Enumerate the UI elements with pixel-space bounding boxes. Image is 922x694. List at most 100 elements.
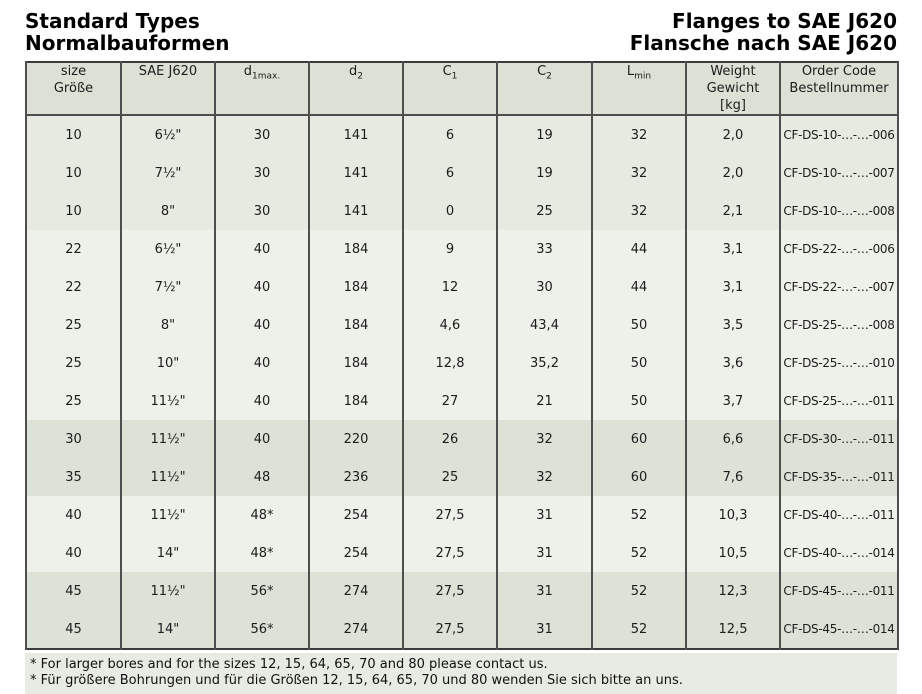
table-row: 45 11½" 56* 274 27,5 31 52 12,3 CF-DS-45-…-…-011 — [25, 572, 899, 610]
cell-c2: 31 — [496, 610, 593, 649]
doc-subject-de: Flansche nach SAE J620 — [629, 31, 897, 55]
cell-d1max: 40 — [214, 344, 310, 382]
cell-order: CF-DS-10-…-…-008 — [779, 192, 899, 230]
col-header-lmin: Lmin — [591, 62, 687, 116]
cell-lmin: 52 — [591, 496, 687, 534]
cell-weight: 2,0 — [685, 154, 781, 192]
table-row: 30 11½" 40 220 26 32 60 6,6 CF-DS-30-…-…-011 — [25, 420, 899, 458]
cell-size: 30 — [25, 420, 122, 458]
col-header-d2: d2 — [308, 62, 404, 116]
cell-order: CF-DS-45-…-…-014 — [779, 610, 899, 649]
cell-order: CF-DS-10-…-…-007 — [779, 154, 899, 192]
cell-c1: 6 — [402, 154, 498, 192]
cell-d1max: 40 — [214, 382, 310, 420]
col-header-d1max: d1max. — [214, 62, 310, 116]
cell-c2: 31 — [496, 534, 593, 572]
cell-d1max: 48 — [214, 458, 310, 496]
doc-subject-en: Flanges to SAE J620 — [672, 9, 897, 33]
cell-sae: 8" — [120, 192, 216, 230]
col-header-weight: Weight Gewicht [kg] — [685, 62, 781, 116]
col-header-size: size Größe — [25, 62, 122, 116]
col-header-line: SAE J620 — [138, 64, 198, 79]
cell-sae: 7½" — [120, 154, 216, 192]
cell-d2: 254 — [308, 496, 404, 534]
cell-size: 35 — [25, 458, 122, 496]
footnote-en: * For larger bores and for the sizes 12,… — [30, 657, 548, 672]
cell-d2: 184 — [308, 344, 404, 382]
cell-c2: 30 — [496, 268, 593, 306]
cell-lmin: 52 — [591, 610, 687, 649]
cell-d2: 274 — [308, 572, 404, 610]
cell-sae: 8" — [120, 306, 216, 344]
cell-order: CF-DS-10-…-…-006 — [779, 115, 899, 154]
cell-order: CF-DS-35-…-…-011 — [779, 458, 899, 496]
col-header-subscript: 2 — [357, 71, 363, 82]
cell-d1max: 40 — [214, 306, 310, 344]
cell-c1: 27,5 — [402, 572, 498, 610]
cell-d1max: 40 — [214, 420, 310, 458]
cell-lmin: 52 — [591, 534, 687, 572]
col-header-symbol: d — [349, 64, 358, 79]
cell-c2: 19 — [496, 154, 593, 192]
cell-weight: 10,3 — [685, 496, 781, 534]
cell-d2: 141 — [308, 115, 404, 154]
cell-c2: 31 — [496, 496, 593, 534]
col-header-symbol: d — [243, 64, 253, 79]
cell-sae: 10" — [120, 344, 216, 382]
cell-sae: 14" — [120, 534, 216, 572]
cell-weight: 12,3 — [685, 572, 781, 610]
cell-d2: 184 — [308, 230, 404, 268]
cell-d1max: 40 — [214, 268, 310, 306]
cell-c2: 32 — [496, 458, 593, 496]
cell-sae: 11½" — [120, 420, 216, 458]
cell-size: 25 — [25, 306, 122, 344]
col-header-line: size — [60, 64, 87, 79]
cell-c1: 27 — [402, 382, 498, 420]
cell-lmin: 32 — [591, 192, 687, 230]
col-header-line: Gewicht — [706, 81, 760, 96]
cell-size: 40 — [25, 534, 122, 572]
cell-weight: 12,5 — [685, 610, 781, 649]
col-header-symbol: C — [537, 64, 547, 79]
cell-c1: 26 — [402, 420, 498, 458]
col-header-subscript: 2 — [546, 71, 552, 82]
cell-c1: 12 — [402, 268, 498, 306]
cell-sae: 14" — [120, 610, 216, 649]
col-header-subscript: 1max. — [252, 71, 281, 82]
cell-weight: 3,1 — [685, 230, 781, 268]
flange-spec-table: size Größe SAE J620 d1max. d2 C1 C2 Lmin… — [25, 61, 899, 650]
cell-order: CF-DS-45-…-…-011 — [779, 572, 899, 610]
col-header-c2: C2 — [496, 62, 593, 116]
cell-lmin: 44 — [591, 268, 687, 306]
cell-order: CF-DS-30-…-…-011 — [779, 420, 899, 458]
cell-d2: 141 — [308, 192, 404, 230]
cell-d2: 141 — [308, 154, 404, 192]
cell-order: CF-DS-25-…-…-010 — [779, 344, 899, 382]
cell-sae: 7½" — [120, 268, 216, 306]
cell-weight: 2,0 — [685, 115, 781, 154]
cell-d1max: 48* — [214, 496, 310, 534]
page-title-en: Standard Types — [25, 9, 200, 33]
cell-size: 10 — [25, 115, 122, 154]
table-row: 25 10" 40 184 12,8 35,2 50 3,6 CF-DS-25-…-…-010 — [25, 344, 899, 382]
cell-size: 45 — [25, 610, 122, 649]
cell-weight: 7,6 — [685, 458, 781, 496]
table-row: 22 6½" 40 184 9 33 44 3,1 CF-DS-22-…-…-006 — [25, 230, 899, 268]
cell-d2: 254 — [308, 534, 404, 572]
table-row: 22 7½" 40 184 12 30 44 3,1 CF-DS-22-…-…-007 — [25, 268, 899, 306]
table-header-row: size Größe SAE J620 d1max. d2 C1 C2 Lmin… — [25, 62, 899, 116]
title-left: Standard Types Normalbauformen — [25, 10, 230, 54]
cell-lmin: 60 — [591, 458, 687, 496]
cell-order: CF-DS-22-…-…-007 — [779, 268, 899, 306]
col-header-line: Weight — [710, 64, 756, 79]
table-row: 10 7½" 30 141 6 19 32 2,0 CF-DS-10-…-…-007 — [25, 154, 899, 192]
col-header-symbol: C — [442, 64, 452, 79]
cell-weight: 3,1 — [685, 268, 781, 306]
cell-c1: 9 — [402, 230, 498, 268]
cell-weight: 2,1 — [685, 192, 781, 230]
col-header-line: Order Code — [801, 64, 877, 79]
cell-sae: 11½" — [120, 458, 216, 496]
table-body: 10 6½" 30 141 6 19 32 2,0 CF-DS-10-…-…-006 10 7½" 3… — [25, 115, 899, 649]
cell-d2: 274 — [308, 610, 404, 649]
